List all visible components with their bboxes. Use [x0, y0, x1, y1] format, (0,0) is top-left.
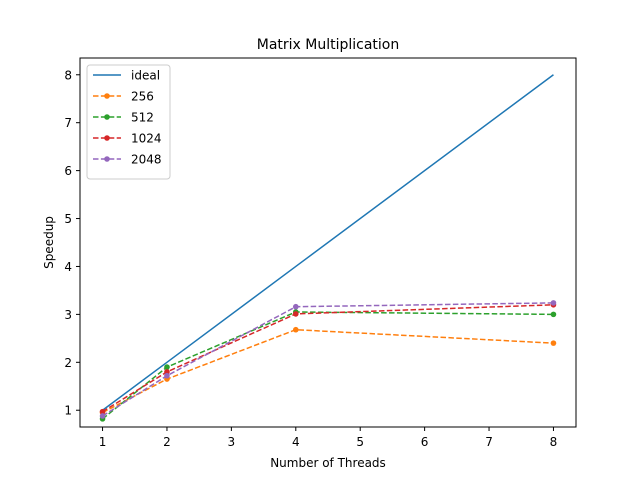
y-tick-label: 5 — [64, 212, 72, 226]
series-line-512 — [102, 311, 554, 420]
x-tick-label: 1 — [99, 435, 107, 449]
y-tick-label: 7 — [64, 116, 72, 130]
legend-marker-1024 — [104, 135, 110, 141]
series-point-2048 — [292, 303, 299, 310]
legend-label: 512 — [131, 111, 154, 125]
series-point-512 — [550, 311, 557, 318]
x-tick-label: 5 — [356, 435, 364, 449]
legend-label: 2048 — [131, 153, 162, 167]
x-tick-label: 7 — [485, 435, 493, 449]
x-axis-label: Number of Threads — [270, 456, 386, 470]
x-tick-label: 2 — [163, 435, 171, 449]
series-point-1024 — [99, 408, 106, 415]
y-tick-label: 6 — [64, 164, 72, 178]
series-line-256 — [102, 328, 554, 414]
y-axis-ticks: 1 2 3 4 5 6 7 8 — [64, 68, 80, 418]
y-tick-label: 4 — [64, 260, 72, 274]
plot-series — [99, 74, 557, 422]
series-point-2048 — [99, 413, 106, 419]
legend-label: ideal — [131, 69, 160, 83]
series-point-2048 — [550, 300, 557, 306]
series-point-512 — [164, 364, 170, 370]
legend-label: 1024 — [131, 132, 162, 146]
y-axis-label: Speedup — [42, 216, 56, 269]
series-point-1024 — [164, 369, 170, 375]
series-line-1024 — [102, 304, 554, 413]
legend-marker-512 — [104, 114, 110, 120]
plot-area-frame — [79, 57, 577, 428]
y-tick-label: 1 — [64, 404, 72, 418]
series-line-2048 — [102, 302, 554, 417]
series-point-2048 — [164, 372, 170, 379]
series-line-ideal — [102, 74, 554, 411]
legend-marker-256 — [104, 93, 110, 99]
x-tick-label: 8 — [550, 435, 558, 449]
series-point-1024 — [292, 311, 299, 317]
x-tick-label: 6 — [421, 435, 429, 449]
x-tick-label: 4 — [292, 435, 300, 449]
legend-label: 256 — [131, 90, 154, 104]
y-tick-label: 2 — [64, 356, 72, 370]
x-axis-ticks: 1 2 3 4 5 6 7 8 — [99, 427, 558, 449]
chart-title: Matrix Multiplication — [257, 37, 400, 53]
legend-marker-2048 — [104, 156, 110, 162]
x-tick-label: 3 — [228, 435, 236, 449]
legend: ideal 256 512 1024 2048 — [86, 64, 171, 180]
series-point-256 — [550, 340, 557, 346]
y-tick-label: 3 — [64, 308, 72, 322]
series-point-256 — [292, 326, 299, 333]
y-tick-label: 8 — [64, 68, 72, 82]
